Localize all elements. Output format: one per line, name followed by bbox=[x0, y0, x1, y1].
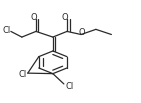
Text: O: O bbox=[62, 13, 69, 22]
Text: O: O bbox=[31, 13, 38, 22]
Text: O: O bbox=[79, 28, 85, 37]
Text: Cl: Cl bbox=[3, 26, 11, 35]
Text: Cl: Cl bbox=[18, 70, 26, 79]
Text: Cl: Cl bbox=[65, 81, 74, 91]
